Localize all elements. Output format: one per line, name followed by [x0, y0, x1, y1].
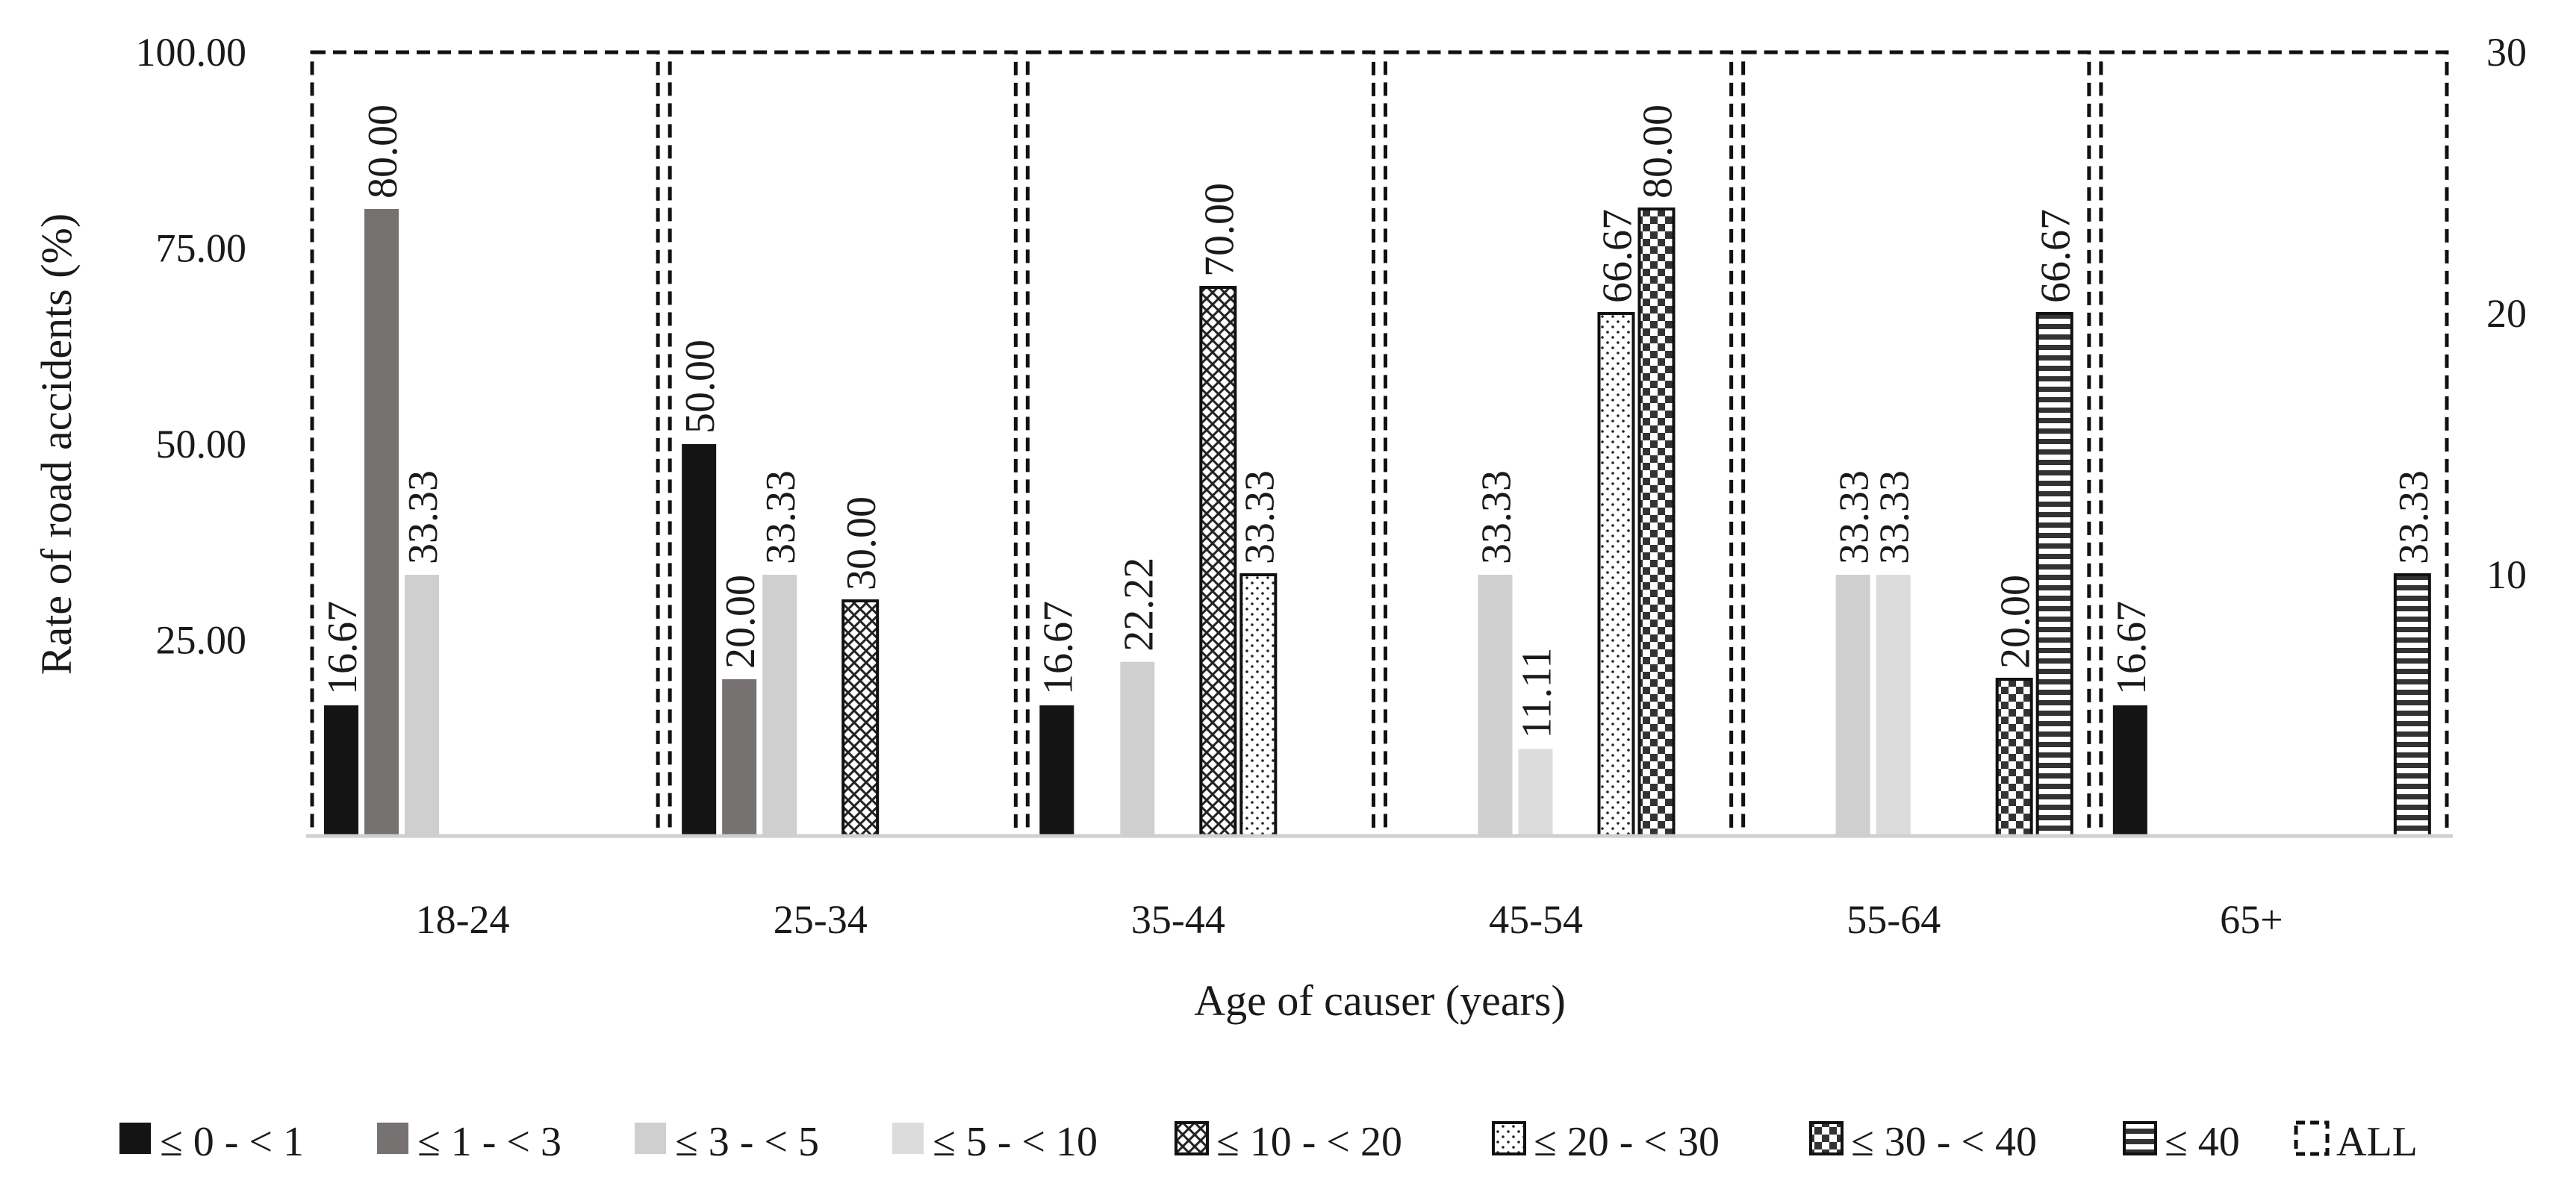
data-label-18-24-series-1: 80.00 — [360, 104, 406, 199]
bar-65+-series-7 — [2393, 573, 2431, 837]
bar-25-34-series-2 — [762, 575, 797, 836]
legend-swatch-4 — [1175, 1121, 1209, 1155]
x-axis-title: Age of causer (years) — [1194, 976, 1566, 1025]
data-label-18-24-series-0: 16.67 — [320, 601, 366, 695]
data-label-55-64-series-6: 20.00 — [1993, 575, 2039, 669]
bar-65+-series-0 — [2112, 705, 2147, 836]
legend-label-6: ≤ 30 - < 40 — [1851, 1119, 2037, 1165]
bar-18-24-series-1 — [364, 209, 399, 836]
bar-55-64-series-3 — [1876, 575, 1911, 836]
data-label-55-64-series-2: 33.33 — [1832, 470, 1878, 564]
data-label-45-54-series-6: 80.00 — [1635, 104, 1681, 199]
data-labels: 16.67 80.00 33.33 50.00 20.00 33.33 30.00 16.67… — [320, 104, 2437, 738]
bar-35-44-series-2 — [1120, 661, 1155, 836]
bar-25-34-series-0 — [682, 444, 717, 836]
legend-label-4: ≤ 10 - < 20 — [1216, 1119, 1402, 1165]
legend-label-1: ≤ 1 - < 3 — [417, 1119, 561, 1165]
data-label-55-64-series-3: 33.33 — [1872, 470, 1918, 564]
bar-55-64-series-7 — [2035, 311, 2073, 837]
data-label-55-64-series-7: 66.67 — [2033, 209, 2079, 303]
data-label-25-34-series-0: 50.00 — [677, 340, 724, 434]
bar-18-24-series-0 — [324, 705, 358, 836]
x-tick-label-65+: 65+ — [2220, 897, 2283, 942]
bar-45-54-series-5 — [1597, 311, 1635, 837]
legend-label-2: ≤ 3 - < 5 — [675, 1119, 819, 1165]
bar-35-44-series-4 — [1199, 286, 1237, 837]
y2-tick-label: 20 — [2486, 291, 2527, 336]
data-label-35-44-series-2: 22.22 — [1116, 558, 1162, 652]
legend-label-5: ≤ 20 - < 30 — [1534, 1119, 1720, 1165]
legend-label-3: ≤ 5 - < 10 — [933, 1119, 1098, 1165]
x-tick-label-55-64: 55-64 — [1847, 897, 1941, 942]
data-label-25-34-series-4: 30.00 — [839, 496, 885, 590]
x-tick-label-45-54: 45-54 — [1489, 897, 1583, 942]
data-label-45-54-series-5: 66.67 — [1595, 209, 1641, 303]
bar-25-34-series-1 — [722, 679, 757, 836]
bar-45-54-series-3 — [1518, 749, 1553, 836]
bar-25-34-series-4 — [841, 599, 880, 837]
legend-label-7: ≤ 40 — [2165, 1119, 2240, 1165]
legend-swatch-1 — [377, 1123, 408, 1154]
bar-55-64-series-2 — [1835, 575, 1870, 836]
y-tick-label: 25.00 — [156, 618, 247, 663]
bar-45-54-series-6 — [1637, 208, 1676, 837]
x-tick-label-18-24: 18-24 — [416, 897, 510, 942]
legend: ≤ 0 - < 1 ≤ 1 - < 3 ≤ 3 - < 5 ≤ 5 - < 10 ≤ 1… — [119, 1119, 2418, 1165]
y2-tick-label: 30 — [2486, 30, 2527, 75]
axes: 25.00 50.00 75.00 100.00 10 20 30 18-24 25-34 35-… — [32, 30, 2527, 1025]
x-tick-label-25-34: 25-34 — [774, 897, 868, 942]
data-label-45-54-series-3: 11.11 — [1514, 648, 1561, 739]
y-tick-label: 50.00 — [156, 422, 247, 467]
bar-35-44-series-0 — [1039, 705, 1074, 836]
legend-swatch-5 — [1492, 1121, 1526, 1155]
data-label-18-24-series-2: 33.33 — [400, 470, 447, 564]
legend-swatch-0 — [119, 1123, 151, 1154]
y-tick-label: 100.00 — [136, 30, 247, 75]
legend-label-0: ≤ 0 - < 1 — [160, 1119, 304, 1165]
y-tick-label: 75.00 — [156, 226, 247, 271]
bar-55-64-series-6 — [1995, 678, 2033, 837]
legend-swatch-6 — [1809, 1121, 1844, 1155]
y2-tick-label: 10 — [2486, 552, 2527, 597]
data-label-35-44-series-4: 70.00 — [1196, 183, 1242, 277]
legend-swatch-3 — [892, 1123, 924, 1154]
legend-swatch-2 — [635, 1123, 666, 1154]
x-tick-label-35-44: 35-44 — [1131, 897, 1225, 942]
legend-label-8: ALL — [2336, 1119, 2418, 1165]
data-label-65+-series-0: 16.67 — [2109, 601, 2155, 695]
bar-18-24-series-2 — [405, 575, 439, 836]
legend-swatch-8 — [2294, 1120, 2330, 1156]
bars — [324, 208, 2431, 837]
data-label-35-44-series-5: 33.33 — [1236, 470, 1283, 564]
data-label-45-54-series-2: 33.33 — [1474, 470, 1520, 564]
y-axis-title: Rate of road accidents (%) — [32, 213, 81, 675]
legend-swatch-7 — [2123, 1121, 2157, 1155]
data-label-25-34-series-1: 20.00 — [718, 575, 764, 669]
bar-35-44-series-5 — [1239, 573, 1278, 837]
data-label-65+-series-7: 33.33 — [2391, 470, 2437, 564]
data-label-25-34-series-2: 33.33 — [758, 470, 804, 564]
data-label-35-44-series-0: 16.67 — [1035, 601, 1081, 695]
bar-45-54-series-2 — [1478, 575, 1513, 836]
